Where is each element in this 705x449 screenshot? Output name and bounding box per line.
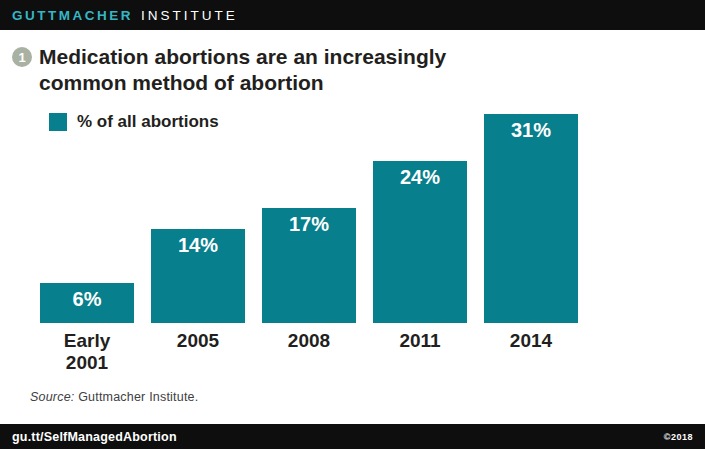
bar-value-label: 31% (511, 114, 551, 142)
x-axis-label: Early 2001 (40, 323, 134, 374)
footer-bar: gu.tt/SelfManagedAbortion ©2018 (0, 424, 705, 449)
bar: 17% (262, 208, 356, 323)
footer-url: gu.tt/SelfManagedAbortion (12, 430, 177, 444)
brand-institute: INSTITUTE (141, 8, 238, 23)
figure-number-badge: 1 (12, 47, 32, 67)
bar: 31% (484, 114, 578, 323)
page-title: Medication abortions are an increasingly… (39, 44, 446, 96)
bar: 14% (151, 229, 245, 323)
x-axis-label: 2014 (484, 323, 578, 374)
bar-chart: 6% 14% 17% 24% 31% Early 2001 2005 2008 2011 201… (40, 114, 578, 374)
bar: 6% (40, 283, 134, 323)
header-bar: GUTTMACHER INSTITUTE (0, 0, 705, 30)
brand-guttmacher: GUTTMACHER (12, 8, 133, 23)
bar: 24% (373, 161, 467, 323)
page-title-line2: common method of abortion (39, 70, 446, 96)
bar-series: 6% 14% 17% 24% 31% (40, 114, 578, 323)
x-axis-label: 2005 (151, 323, 245, 374)
source-text: Guttmacher Institute. (74, 390, 198, 404)
footer-copyright: ©2018 (664, 432, 693, 442)
x-axis-label: 2008 (262, 323, 356, 374)
bar-value-label: 14% (178, 229, 218, 257)
x-axis-labels: Early 2001 2005 2008 2011 2014 (40, 323, 578, 374)
bar-value-label: 17% (289, 208, 329, 236)
x-axis-label: 2011 (373, 323, 467, 374)
source-prefix: Source: (30, 390, 74, 404)
page-title-line1: Medication abortions are an increasingly (39, 44, 446, 70)
figure-title-row: 1 Medication abortions are an increasing… (12, 44, 695, 96)
source-note: Source: Guttmacher Institute. (30, 390, 198, 404)
bar-value-label: 6% (73, 283, 102, 311)
bar-value-label: 24% (400, 161, 440, 189)
